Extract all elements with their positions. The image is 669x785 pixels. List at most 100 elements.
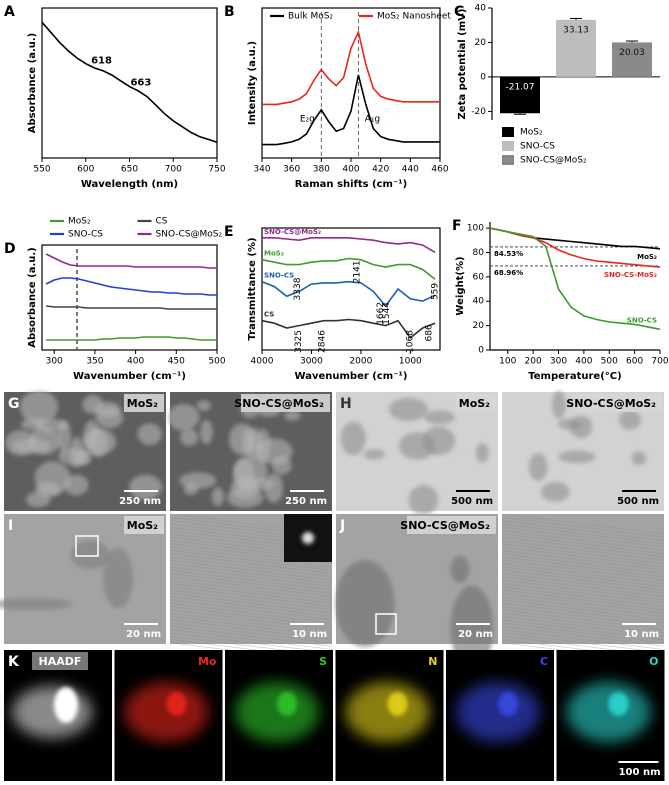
- texture: [211, 487, 224, 507]
- x-tick-label: 400: [127, 357, 144, 367]
- legend-label: MoS₂: [68, 217, 91, 227]
- peak-label: 1662: [376, 302, 386, 325]
- texture: [619, 409, 641, 430]
- texture: [501, 586, 665, 607]
- texture: [450, 585, 494, 672]
- map-signal: [54, 687, 78, 723]
- series-label: SNO-CS: [264, 272, 294, 280]
- data-line: [46, 305, 217, 310]
- texture: [169, 602, 333, 624]
- map-signal: [277, 692, 297, 716]
- texture: [501, 520, 665, 541]
- texture: [501, 632, 665, 654]
- x-tick-label: 500: [601, 357, 618, 367]
- peak-label: 559: [431, 283, 441, 300]
- panel-label: F: [452, 218, 462, 234]
- texture: [501, 599, 665, 621]
- texture: [169, 586, 333, 607]
- texture: [283, 410, 301, 421]
- peak-label: 1068: [405, 330, 415, 353]
- data-line: [45, 277, 217, 296]
- label-box: [456, 394, 496, 412]
- y-axis-label: Absorbance (a.u.): [27, 247, 38, 347]
- texture: [5, 430, 37, 456]
- y-tick-label: 40: [475, 4, 487, 14]
- texture: [169, 550, 333, 571]
- data-line: [261, 318, 436, 339]
- series-label: SNO-CS: [627, 316, 657, 324]
- texture: [501, 589, 665, 611]
- y-tick-label: 60: [473, 272, 485, 282]
- label-box: [241, 394, 330, 412]
- texture: [501, 573, 665, 594]
- map-signal: [566, 682, 651, 742]
- texture: [475, 443, 489, 463]
- scale-label: 250 nm: [285, 496, 327, 507]
- texture: [424, 410, 456, 425]
- peak-label: 663: [130, 78, 151, 89]
- legend-label: CS: [156, 217, 168, 227]
- texture: [398, 432, 436, 460]
- texture: [169, 566, 333, 588]
- scale-label: 250 nm: [119, 496, 161, 507]
- texture: [501, 592, 665, 614]
- legend-label: SNO-CS: [68, 230, 103, 240]
- channel-label: C: [540, 655, 548, 668]
- label-box: [407, 516, 496, 534]
- texture: [169, 629, 333, 650]
- x-tick-label: 2000: [349, 357, 372, 367]
- texture: [501, 563, 665, 584]
- texture: [169, 616, 333, 637]
- legend-label: SNO-CS@MoS₂: [156, 230, 223, 240]
- series-label: SNO-CS-MoS₂: [604, 271, 657, 279]
- y-axis-label: Zeta potential (mV): [457, 9, 468, 120]
- map-signal: [235, 682, 319, 742]
- x-tick-label: 600: [626, 357, 643, 367]
- texture: [34, 461, 71, 495]
- scale-label: 100 nm: [619, 767, 661, 778]
- plot-frame: [261, 7, 441, 159]
- x-tick-label: 350: [86, 357, 103, 367]
- channel-label: S: [319, 655, 327, 668]
- image-label: MoS₂: [459, 397, 490, 410]
- texture: [169, 592, 333, 614]
- texture: [95, 406, 124, 429]
- y-tick-label: 0: [480, 72, 486, 82]
- x-tick-label: 750: [208, 165, 225, 175]
- scale-label: 10 nm: [292, 629, 327, 640]
- series-label: MoS₂: [264, 250, 284, 258]
- plot-frame: [261, 227, 441, 351]
- scale-label: 10 nm: [624, 629, 659, 640]
- texture: [169, 612, 333, 634]
- texture: [19, 390, 59, 424]
- x-tick-label: 1000: [399, 357, 422, 367]
- texture: [169, 596, 333, 617]
- legend-label: SNO-CS@MoS₂: [520, 156, 587, 166]
- legend-label: SNO-CS: [520, 142, 555, 152]
- texture: [501, 543, 665, 564]
- x-axis-label: Wavelength (nm): [81, 179, 178, 190]
- reference-label: 68.96%: [494, 269, 523, 277]
- channel-label: O: [649, 655, 658, 668]
- texture: [255, 438, 293, 465]
- peak-label: A₁g: [365, 115, 380, 125]
- y-axis-label: Weight(%): [455, 256, 466, 315]
- reference-label: 84.53%: [494, 250, 523, 258]
- map-signal: [498, 692, 518, 716]
- peak-label: 3338: [293, 277, 303, 300]
- map-signal: [345, 682, 430, 742]
- texture: [558, 450, 596, 464]
- legend-swatch: [502, 127, 514, 137]
- x-tick-label: 420: [372, 165, 389, 175]
- data-line: [262, 237, 436, 254]
- texture: [82, 428, 117, 455]
- plot-frame: [41, 244, 218, 351]
- legend-label: Bulk MoS₂: [288, 12, 333, 22]
- x-axis-label: Wavenumber (cm⁻¹): [73, 371, 186, 382]
- scale-label: 20 nm: [458, 629, 493, 640]
- data-line: [489, 227, 661, 331]
- texture: [501, 513, 665, 535]
- peak-label: 618: [91, 55, 112, 66]
- texture: [501, 559, 665, 581]
